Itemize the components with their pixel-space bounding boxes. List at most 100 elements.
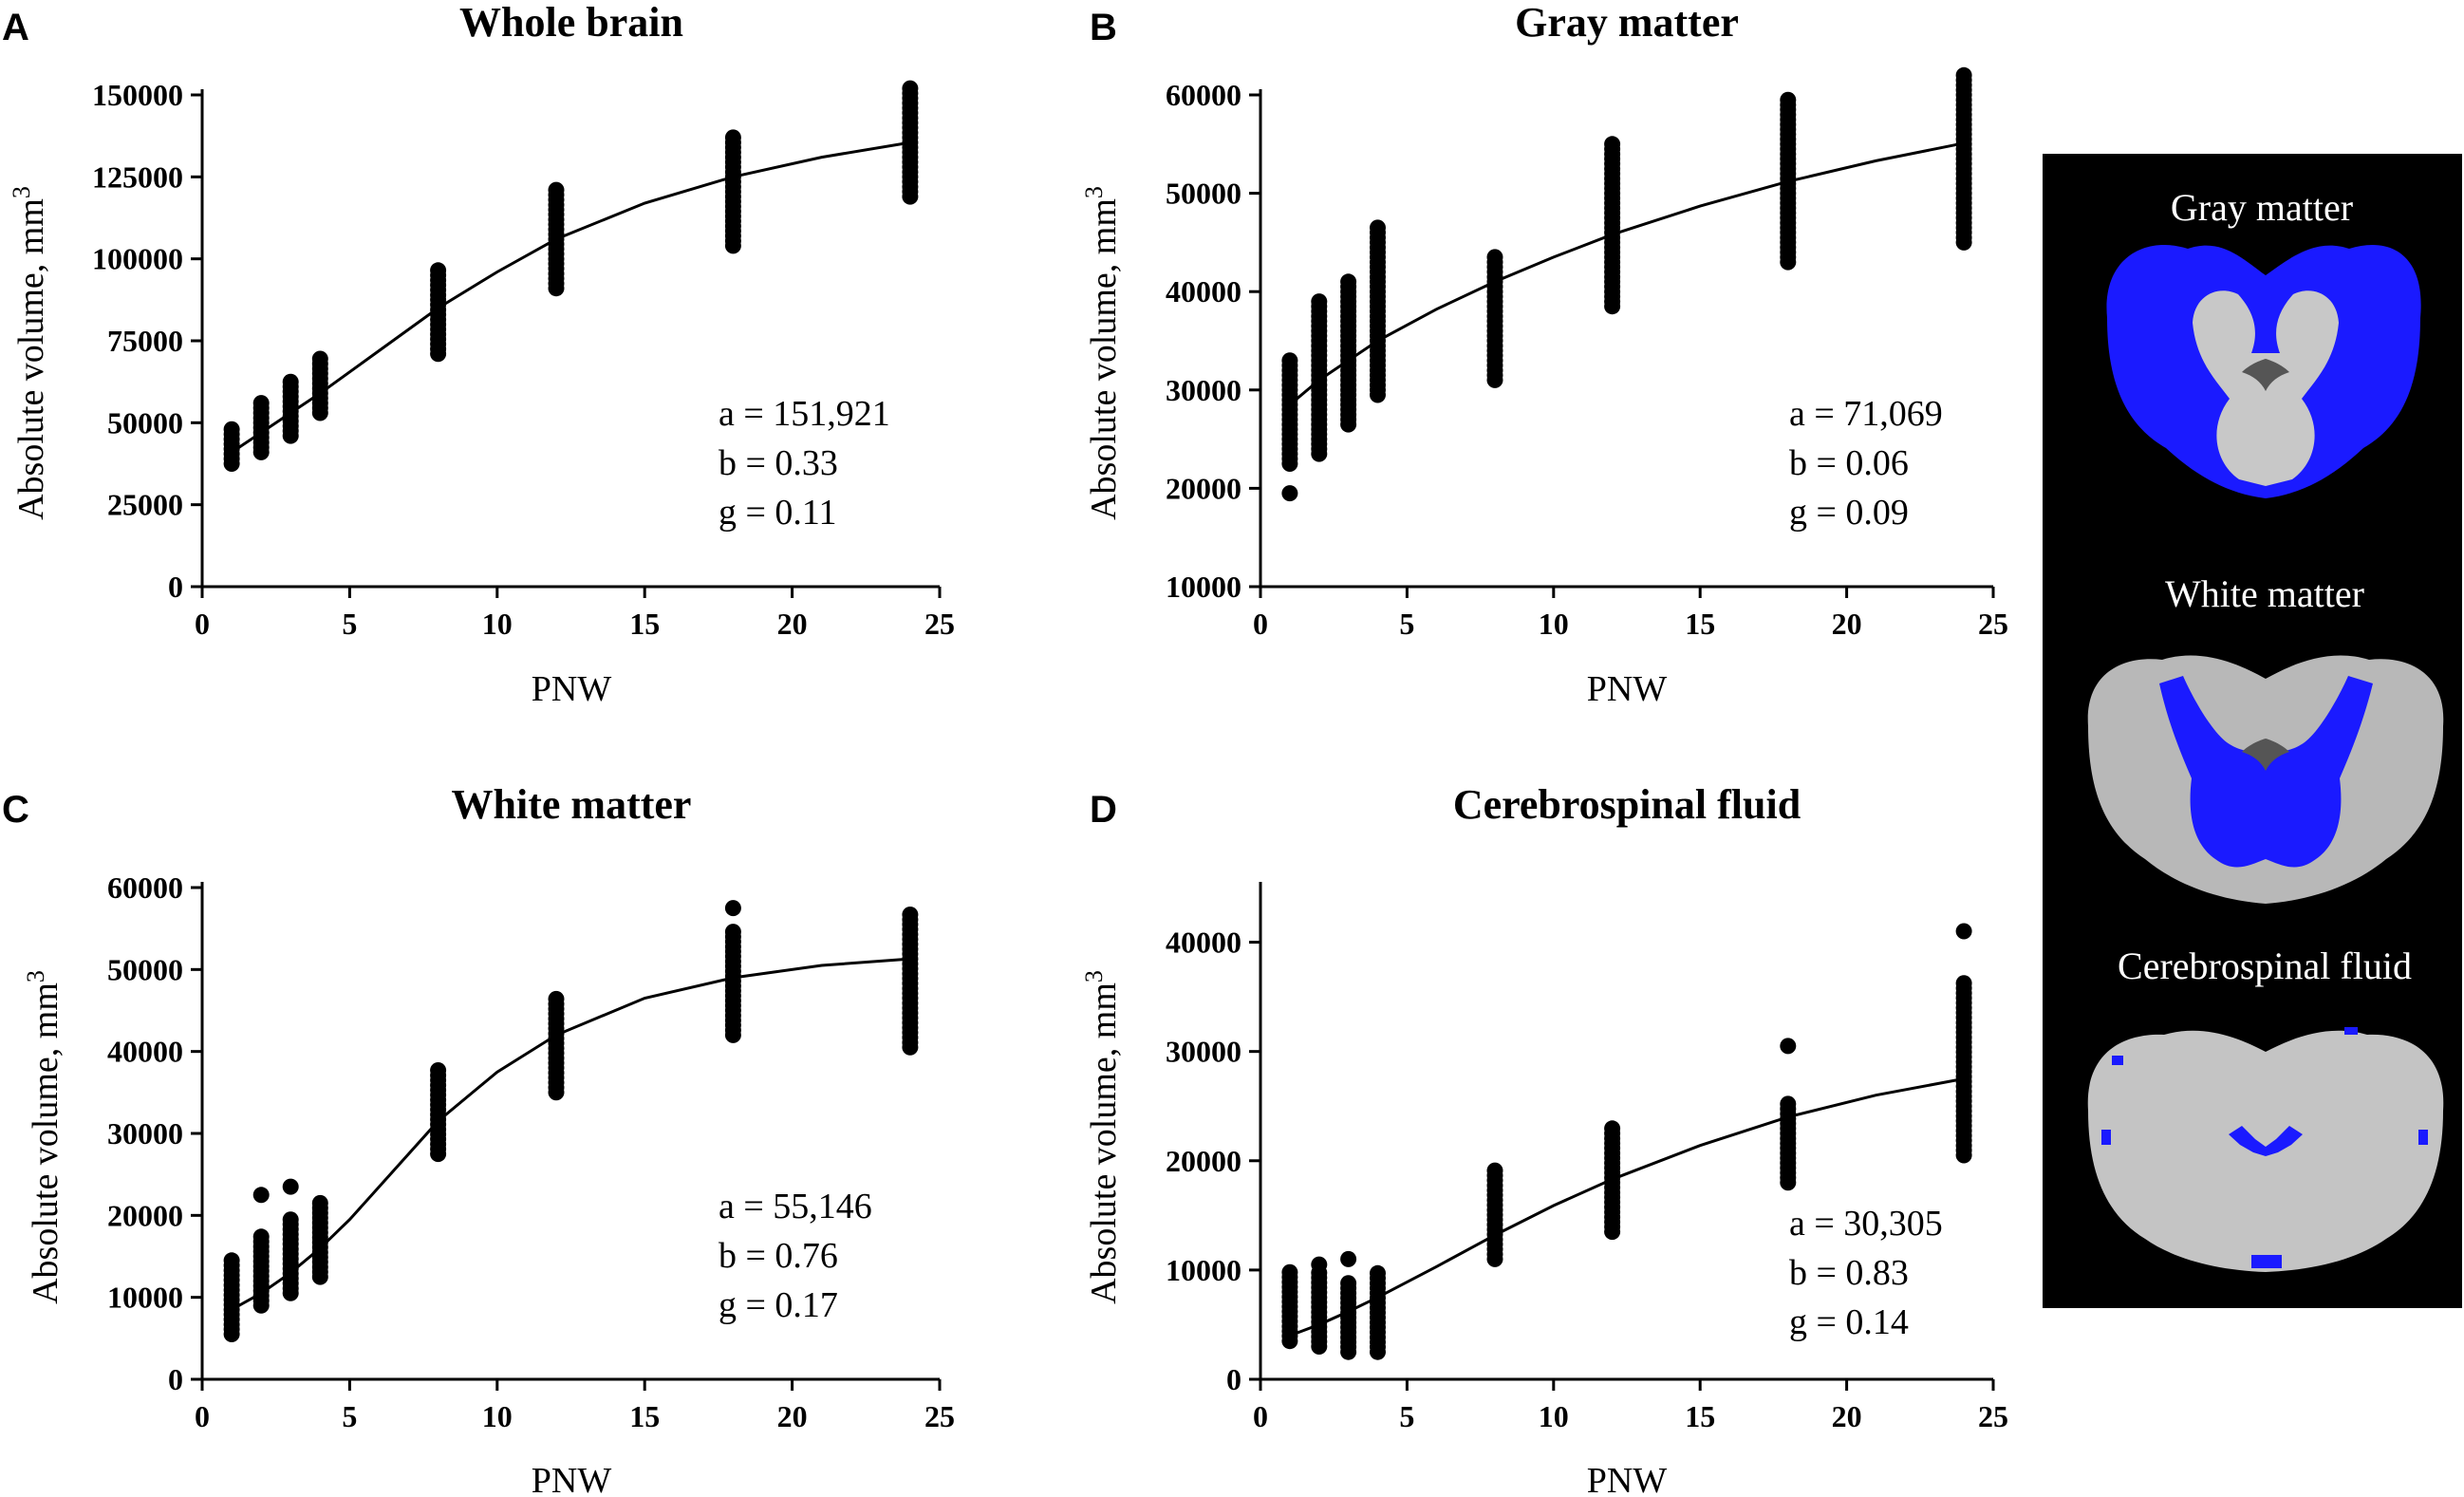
white-matter-label: White matter (2165, 572, 2364, 615)
data-point (430, 1062, 447, 1078)
annotation-g: g = 0.17 (719, 1285, 838, 1325)
y-tick-label: 25000 (107, 488, 183, 522)
x-tick-label: 5 (342, 1399, 357, 1433)
y-tick-label: 20000 (1166, 1144, 1241, 1178)
x-tick-label: 10 (1539, 607, 1569, 641)
panel-d: D Cerebrospinal fluid 0 5 10 15 20 25 0 10000 20… (1080, 781, 2008, 1497)
data-point (1955, 66, 1972, 84)
data-point (311, 1194, 328, 1211)
y-tick-label: 10000 (1166, 570, 1241, 604)
y-tick-label: 0 (168, 570, 183, 604)
y-tick-label: 60000 (1166, 78, 1241, 112)
annotation-a: a = 71,069 (1789, 394, 1943, 434)
data-point (1281, 352, 1298, 369)
data-point (1955, 975, 1972, 992)
data-point (430, 262, 447, 279)
data-point (548, 990, 565, 1007)
y-tick-label: 10000 (1166, 1253, 1241, 1287)
panel-letter: D (1090, 789, 1117, 831)
y-axis-label-text: Absolute volume, mm (1084, 982, 1124, 1304)
y-axis-label-superscript: 3 (1080, 970, 1108, 982)
panel-letter: C (2, 789, 29, 831)
y-axis-label: Absolute volume, mm3 (1080, 186, 1124, 520)
annotation-a: a = 151,921 (719, 394, 890, 434)
x-tick-label: 10 (1539, 1399, 1569, 1433)
data-point (1486, 1162, 1503, 1179)
x-tick-label: 15 (629, 1399, 660, 1433)
svg-text:Absolute volume, mm3: Absolute volume, mm3 (1080, 186, 1124, 520)
y-axis-label-text: Absolute volume, mm (26, 982, 65, 1304)
y-tick-label: 150000 (92, 78, 183, 112)
chart-title: Cerebrospinal fluid (1453, 781, 1801, 828)
y-tick-label: 10000 (107, 1281, 183, 1315)
white-matter-brain-image (2087, 655, 2444, 904)
x-tick-label: 0 (1253, 607, 1268, 641)
annotation-g: g = 0.14 (1789, 1302, 1909, 1342)
annotation-a: a = 30,305 (1789, 1204, 1943, 1244)
data-point (282, 1211, 299, 1228)
data-point (1780, 1095, 1797, 1113)
data-point (223, 421, 240, 438)
x-tick-label: 20 (1832, 607, 1862, 641)
gray-matter-brain-image (2106, 244, 2421, 498)
x-axis-label: PNW (1587, 669, 1668, 709)
y-tick-label: 0 (168, 1362, 183, 1396)
gray-matter-label: Gray matter (2171, 186, 2353, 229)
y-tick-label: 30000 (107, 1116, 183, 1151)
x-tick-label: 20 (777, 1399, 808, 1433)
data-point-outlier (1340, 1250, 1357, 1267)
data-point (282, 373, 299, 390)
y-axis-label-superscript: 3 (1080, 186, 1108, 198)
data-point (311, 350, 328, 367)
data-point-outlier (1780, 1038, 1797, 1055)
data-point (1486, 249, 1503, 266)
data-point-outlier (724, 900, 741, 917)
data-point (902, 907, 919, 923)
y-tick-label: 40000 (1166, 926, 1241, 960)
y-axis-label: Absolute volume, mm3 (1080, 970, 1124, 1304)
data-point-outlier (1311, 1256, 1328, 1273)
y-tick-label: 50000 (107, 952, 183, 986)
panel-b: B Gray matter 0 5 10 15 20 25 10000 20000 30000 4… (1080, 0, 2008, 709)
y-tick-label: 0 (1226, 1362, 1241, 1396)
y-tick-label: 30000 (1166, 1035, 1241, 1069)
data-point-outlier (1281, 485, 1298, 502)
x-tick-label: 20 (1832, 1399, 1862, 1433)
data-point (252, 395, 270, 412)
data-point (1604, 136, 1621, 153)
y-tick-label: 20000 (107, 1198, 183, 1232)
plot-area: 0 5 10 15 20 25 0 10000 20000 30000 40000 (1166, 882, 2008, 1433)
data-point (1370, 1264, 1386, 1282)
svg-text:Absolute volume, mm3: Absolute volume, mm3 (22, 970, 65, 1304)
data-point (724, 129, 741, 146)
y-tick-label: 30000 (1166, 373, 1241, 407)
csf-label: Cerebrospinal fluid (2118, 945, 2412, 987)
data-point (548, 181, 565, 198)
y-axis-label: Absolute volume, mm3 (8, 186, 51, 520)
data-point-outlier (282, 1178, 299, 1195)
brain-segmentation-panel: Gray matter White matter Cerebrospinal f… (2043, 154, 2462, 1308)
annotation-g: g = 0.11 (719, 493, 837, 533)
chart-title: Whole brain (459, 0, 683, 46)
x-axis-label: PNW (532, 669, 612, 709)
data-point (223, 1252, 240, 1269)
csf-brain-image (2087, 1027, 2444, 1272)
y-axis-label-superscript: 3 (22, 970, 49, 982)
panel-a: A Whole brain 0 5 10 15 20 25 0 25000 50000 75000… (2, 0, 955, 709)
y-tick-label: 40000 (107, 1035, 183, 1069)
x-tick-label: 10 (482, 607, 513, 641)
x-tick-label: 5 (342, 607, 357, 641)
x-tick-label: 5 (1399, 607, 1414, 641)
panel-letter: A (2, 7, 29, 48)
fit-curve (1288, 141, 1965, 406)
y-axis-label-text: Absolute volume, mm (1084, 198, 1124, 520)
data-point (1370, 219, 1386, 236)
x-tick-label: 25 (1978, 607, 2008, 641)
y-tick-label: 75000 (107, 324, 183, 358)
annotation-b: b = 0.06 (1789, 443, 1909, 483)
x-axis-label: PNW (532, 1461, 612, 1497)
panel-c: C White matter 0 5 10 15 20 25 0 10000 20000 3000… (2, 781, 955, 1497)
y-tick-label: 50000 (1166, 177, 1241, 211)
x-tick-label: 0 (1253, 1399, 1268, 1433)
